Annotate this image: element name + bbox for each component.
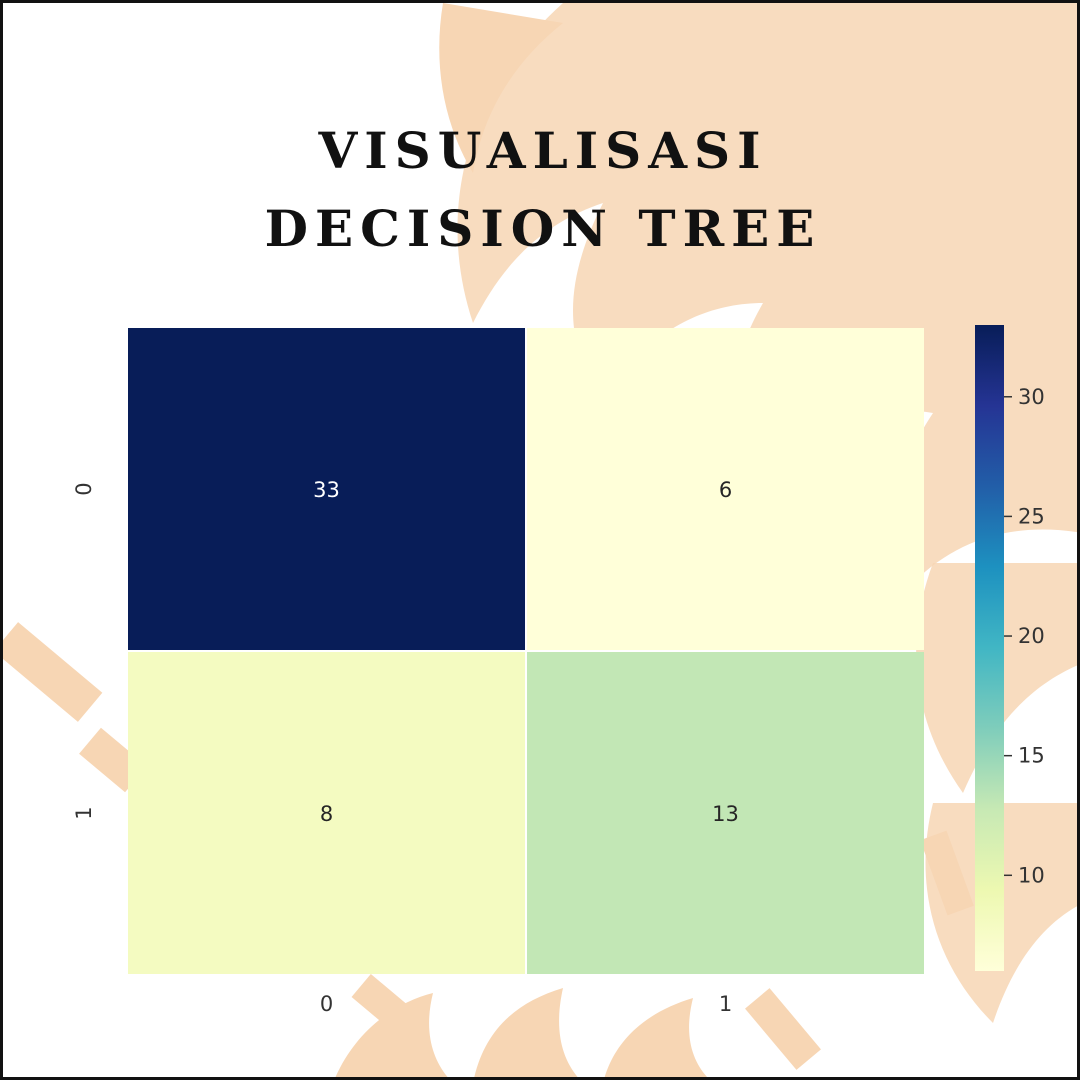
chart-title-line-1: VISUALISASI xyxy=(318,121,768,180)
colorbar-tick-label-25: 25 xyxy=(1018,504,1045,528)
heatmap-cell-r1-c1 xyxy=(527,652,924,974)
colorbar-tick-label-20: 20 xyxy=(1018,624,1045,648)
heatmap-cell-r0-c1 xyxy=(527,328,924,650)
cell-value-label-r1-c1: 13 xyxy=(712,802,739,826)
cell-value-label-r1-c0: 8 xyxy=(320,802,333,826)
colorbar-tick-label-10: 10 xyxy=(1018,863,1045,887)
colorbar-tick-label-15: 15 xyxy=(1018,744,1045,768)
colorbar-tick-label-30: 30 xyxy=(1018,385,1045,409)
cell-value-label-r0-c1: 6 xyxy=(719,478,732,502)
heatmap-cell-r0-c0 xyxy=(128,328,525,650)
cell-value-label-r0-c0: 33 xyxy=(313,478,340,502)
x-tick-label-0: 0 xyxy=(320,992,333,1016)
chart-title-line-2: DECISION TREE xyxy=(264,199,822,258)
colorbar xyxy=(975,325,1004,971)
y-tick-label-1: 1 xyxy=(72,806,96,819)
heatmap-cell-r1-c0 xyxy=(128,652,525,974)
x-tick-label-1: 1 xyxy=(719,992,732,1016)
y-tick-label-0: 0 xyxy=(72,482,96,495)
